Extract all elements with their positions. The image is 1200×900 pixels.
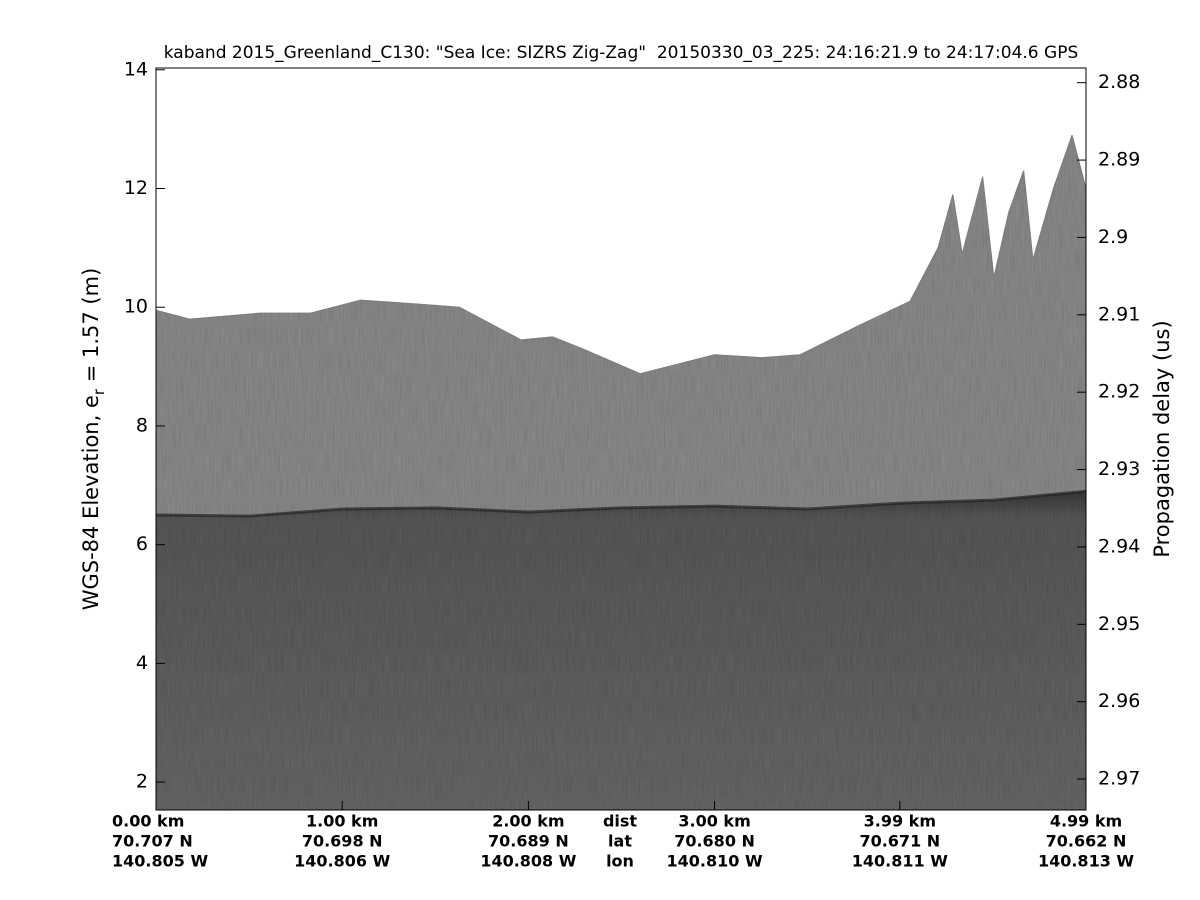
row-label: lon — [606, 852, 634, 871]
y-tick-label: 6 — [136, 533, 148, 555]
y2-tick-label: 2.89 — [1098, 149, 1140, 171]
y2-tick-label: 2.95 — [1098, 613, 1140, 635]
lat-label: 70.662 N — [1046, 832, 1127, 851]
x-tick-label: 3.00 km — [678, 812, 750, 831]
x-tick-label: 2.00 km — [492, 812, 564, 831]
y2-tick-label: 2.9 — [1098, 226, 1128, 248]
lat-label: 70.680 N — [674, 832, 755, 851]
y2-tick-label: 2.91 — [1098, 303, 1140, 325]
lon-label: 140.805 W — [112, 852, 208, 871]
lon-label: 140.806 W — [294, 852, 390, 871]
x-tick-label: 0.00 km — [112, 812, 184, 831]
lon-label: 140.810 W — [667, 852, 763, 871]
y-tick-label: 10 — [124, 296, 148, 318]
y-tick-label: 14 — [124, 58, 148, 80]
x-tick-label: 4.99 km — [1050, 812, 1122, 831]
y2-tick-label: 2.94 — [1098, 535, 1140, 557]
y-label-rest: = 1.57 (m) — [79, 268, 103, 389]
y-tick-label: 2 — [136, 771, 148, 793]
y-axis-label: WGS-84 Elevation, er = 1.57 (m) — [79, 268, 108, 611]
x-tick-label: 3.99 km — [864, 812, 936, 831]
row-label: dist — [603, 812, 637, 831]
lat-label: 70.671 N — [859, 832, 940, 851]
surface-line — [155, 133, 1087, 375]
y2-tick-label: 2.93 — [1098, 458, 1140, 480]
lat-label: 70.689 N — [488, 832, 569, 851]
plot-frame — [155, 67, 1087, 811]
echogram-image — [155, 133, 1087, 811]
subsurface-region — [156, 491, 1086, 810]
row-label: lat — [608, 832, 632, 851]
lon-label: 140.808 W — [480, 852, 576, 871]
y-tick-label: 8 — [136, 414, 148, 436]
lon-label: 140.811 W — [852, 852, 948, 871]
y2-axis-label: Propagation delay (us) — [1150, 320, 1174, 557]
y-label-main: WGS-84 Elevation, e — [79, 395, 103, 610]
y-label-subscript: r — [90, 388, 108, 395]
lat-label: 70.698 N — [302, 832, 383, 851]
lon-label: 140.813 W — [1038, 852, 1134, 871]
interface-line — [155, 489, 1087, 518]
chart-title: kaband 2015_Greenland_C130: "Sea Ice: SI… — [164, 43, 1079, 63]
x-tick-label: 1.00 km — [306, 812, 378, 831]
lat-label: 70.707 N — [112, 832, 193, 851]
y-tick-label: 4 — [136, 652, 148, 674]
y2-tick-label: 2.88 — [1098, 71, 1140, 93]
y2-tick-label: 2.96 — [1098, 690, 1140, 712]
y2-tick-label: 2.97 — [1098, 768, 1140, 790]
y2-tick-label: 2.92 — [1098, 381, 1140, 403]
y-tick-label: 12 — [124, 177, 148, 199]
